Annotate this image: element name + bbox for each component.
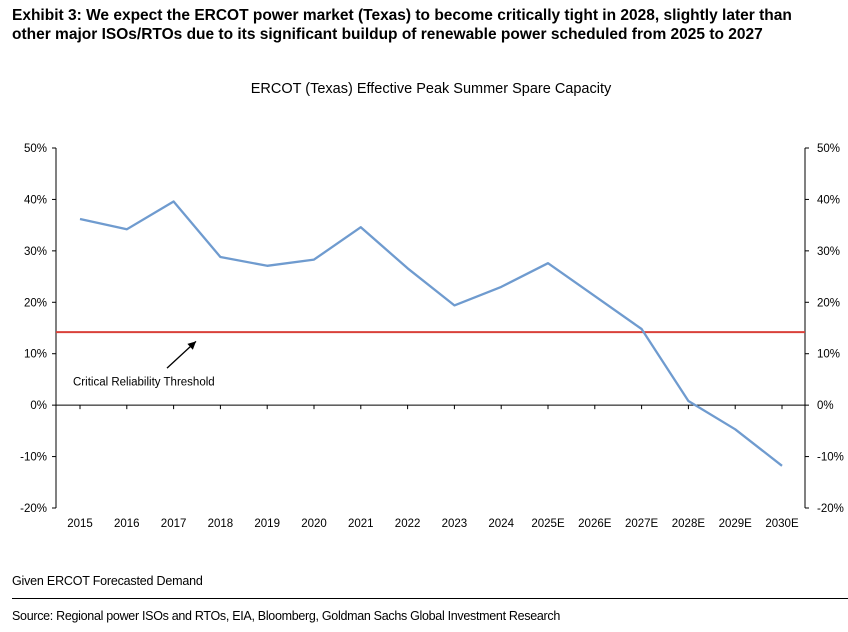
y-tick-label-left: 0%: [30, 400, 47, 412]
exhibit-title-line1: Exhibit 3: We expect the ERCOT power mar…: [12, 7, 792, 24]
x-tick-label: 2018: [208, 518, 234, 530]
y-tick-label-right: 20%: [817, 297, 840, 309]
x-tick-label: 2024: [488, 518, 514, 530]
footnote: Given ERCOT Forecasted Demand: [12, 574, 203, 588]
x-tick-label: 2028E: [672, 518, 706, 530]
x-tick-label: 2015: [67, 518, 93, 530]
x-tick-label: 2016: [114, 518, 140, 530]
y-tick-label-right: -20%: [817, 503, 844, 515]
y-tick-label-left: 10%: [24, 349, 47, 361]
y-tick-label-left: 50%: [24, 143, 47, 155]
x-tick-label: 2025E: [531, 518, 565, 530]
x-tick-label: 2022: [395, 518, 421, 530]
source-note: Source: Regional power ISOs and RTOs, EI…: [12, 609, 561, 623]
y-tick-label-left: -20%: [20, 503, 47, 515]
chart-axes: -20% -20% -10% -10% 0% 0% 10% 10% 20% 20% 30% 30% 40…: [20, 143, 844, 530]
x-tick-label: 2017: [161, 518, 187, 530]
series-group: [79, 200, 783, 467]
y-tick-label-right: 0%: [817, 400, 834, 412]
y-tick-label-right: 40%: [817, 194, 840, 206]
y-tick-label-left: -10%: [20, 452, 47, 464]
series-line: [79, 200, 783, 467]
line-chart: ERCOT (Texas) Effective Peak Summer Spar…: [20, 81, 844, 530]
y-tick-label-right: -10%: [817, 452, 844, 464]
threshold-label: Critical Reliability Threshold: [73, 377, 215, 389]
exhibit-title: Exhibit 3: We expect the ERCOT power mar…: [12, 6, 842, 44]
x-tick-label: 2023: [442, 518, 468, 530]
divider: [12, 598, 848, 599]
x-tick-label: 2020: [301, 518, 327, 530]
x-tick-label: 2026E: [578, 518, 612, 530]
chart-title: ERCOT (Texas) Effective Peak Summer Spar…: [251, 81, 612, 97]
x-tick-label: 2019: [254, 518, 280, 530]
y-tick-label-left: 30%: [24, 246, 47, 258]
y-tick-label-right: 10%: [817, 349, 840, 361]
y-tick-label-left: 40%: [24, 194, 47, 206]
y-tick-label-right: 30%: [817, 246, 840, 258]
x-tick-label: 2027E: [625, 518, 659, 530]
annotation-arrow-head: [187, 341, 196, 350]
x-tick-label: 2029E: [719, 518, 753, 530]
y-tick-label-right: 50%: [817, 143, 840, 155]
x-tick-label: 2030E: [765, 518, 799, 530]
x-tick-label: 2021: [348, 518, 374, 530]
annotation-group: Critical Reliability Threshold: [73, 340, 215, 389]
y-tick-label-left: 20%: [24, 297, 47, 309]
exhibit-title-line2: other major ISOs/RTOs due to its signifi…: [12, 26, 763, 43]
